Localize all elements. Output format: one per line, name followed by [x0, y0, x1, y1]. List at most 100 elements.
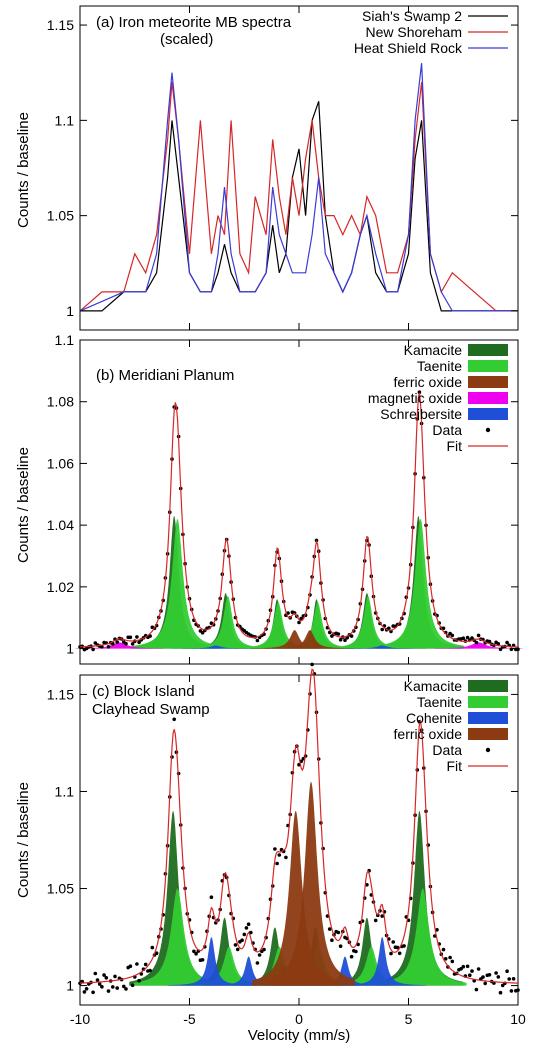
panel-c-data-point: [450, 959, 455, 964]
panel-a-legend-label: New Shoreham: [366, 24, 463, 40]
panel-b-data-point: [124, 641, 128, 646]
panel-b-legend-label: Fit: [446, 438, 462, 454]
panel-c-data-point: [233, 943, 238, 947]
panel-c-data-point: [124, 987, 128, 991]
panel-b-data-point: [91, 647, 95, 652]
panel-c-legend-swatch: [468, 728, 508, 740]
panel-b-data-point: [349, 634, 354, 638]
panel-a-legend-label: Siah's Swamp 2: [362, 8, 462, 24]
panel-b-fit-curve: [79, 392, 518, 648]
panel-b-data-point: [338, 638, 343, 642]
panel-c-data-point: [249, 930, 253, 935]
panel-c-legend-label: Kamacite: [404, 678, 463, 694]
panel-c-data-point: [104, 976, 109, 980]
panel-c-data-point: [240, 938, 244, 942]
panel-c-data-point: [330, 938, 334, 942]
panel-b-legend-swatch: [468, 408, 508, 420]
panel-b-data-point: [106, 645, 111, 649]
panel-c-data-point: [122, 984, 126, 989]
panel-b-data-point: [498, 647, 503, 652]
panel-c-data-point: [310, 662, 314, 667]
panel-c-data-point: [509, 989, 514, 993]
panel-b-data-point: [461, 636, 466, 640]
panel-b-legend-label: Data: [432, 422, 462, 438]
panel-c-data-point: [443, 957, 448, 961]
panel-b-legend-swatch: [468, 344, 508, 356]
panel-c-ytick-label: 1: [66, 978, 74, 994]
panel-c-data-point: [284, 855, 288, 860]
panel-c-data-point: [373, 918, 378, 923]
panel-a-title: (a) Iron meteorite MB spectra: [96, 14, 292, 31]
panel-c-data-point: [336, 930, 341, 935]
panel-c-legend-swatch: [468, 696, 508, 708]
panel-b-data-point: [135, 635, 139, 639]
panel-c-data-point: [507, 977, 512, 981]
panel-c-fill-cohenite: [204, 956, 293, 986]
panel-a: 1 1.05 1.1 1.15 (a) Iron meteorite MB spect…: [15, 5, 519, 331]
panel-c-data-point: [200, 958, 205, 962]
panel-b-fill-taenite: [324, 596, 412, 649]
panel-c-data-point: [391, 940, 396, 944]
panel-c-data-point: [82, 990, 87, 994]
panel-c-data-point: [244, 926, 249, 930]
series-line-heat-shield-rock: [79, 63, 518, 312]
panel-c-xtick-label: 0: [295, 1011, 303, 1027]
panel-c-fill-kamacite: [180, 917, 269, 986]
panel-c-title: (c) Block Island: [92, 683, 195, 700]
panel-c-data-point: [354, 949, 358, 954]
panel-c-data-point: [91, 990, 95, 995]
panel-c-data-point: [150, 945, 155, 950]
panel-a-yticks: 1 1.05 1.1 1.15: [47, 6, 519, 330]
panel-c-legend-label: Fit: [446, 758, 462, 774]
panel-a-ytick-label: 1.1: [55, 112, 75, 128]
panel-c: 11.051.11.15 -10 -5 0 5 10 (c) Block Island …: [15, 662, 526, 1044]
panel-c-data-point: [143, 962, 148, 967]
panel-c-fill-kamacite: [231, 927, 319, 986]
panel-c-data-point: [365, 883, 369, 887]
panel-c-data-point: [106, 989, 111, 993]
panel-a-ytick-label: 1.15: [47, 17, 74, 33]
panel-c-data-point: [242, 932, 247, 937]
panel-b-data-point: [387, 626, 391, 631]
panel-b-data-point: [441, 626, 446, 631]
panel-b-legend-label: Schreibersite: [380, 406, 462, 422]
panel-c-fill-taenite: [185, 946, 273, 986]
panel-c-legend-label: ferric oxide: [394, 726, 463, 742]
panel-c-data-point: [277, 853, 282, 857]
panel-c-legend-label: Data: [432, 742, 462, 758]
panel-c-fill-taenite: [327, 946, 416, 986]
panel-b-data-point: [496, 642, 501, 646]
panel-b-fill-taenite: [133, 519, 222, 649]
panel-c-data-point: [461, 964, 466, 969]
panel-b-data-point: [336, 632, 341, 636]
panel-c-data-point: [505, 969, 509, 973]
panel-c-legend-swatch: [485, 747, 491, 753]
panel-b-legend-label: ferric oxide: [394, 374, 463, 390]
panel-c-data-point: [209, 895, 214, 899]
panel-c-data-point: [128, 964, 133, 968]
panel-b-data-point: [299, 616, 304, 621]
panel-c-data-point: [257, 953, 262, 957]
panel-c-data-point: [474, 987, 479, 992]
panel-c-legend-swatch: [468, 680, 508, 692]
panel-b-fit-line: [79, 392, 518, 648]
panel-b-data-point: [128, 635, 133, 640]
panel-b-data-point: [487, 639, 492, 644]
panel-b-fill-schreibersite: [172, 645, 260, 649]
panel-b-data-point: [130, 642, 135, 646]
panel-c-data-point: [395, 945, 400, 950]
panel-c-fit-curve: [79, 668, 518, 984]
panel-c-fill-taenite: [378, 888, 467, 986]
panel-c-xticks: -10 -5 0 5 10: [70, 1011, 526, 1027]
panel-c-subtitle: Clayhead Swamp: [92, 701, 210, 718]
panel-b-data-point: [380, 627, 385, 632]
panel-b-ytick-label: 1.06: [47, 455, 74, 471]
panel-b-fill-ferric-oxide: [250, 630, 339, 649]
panel-c-data-point: [115, 986, 119, 990]
panel-c-xtick-label: -10: [70, 1011, 90, 1027]
panel-b-fill-magnetic-oxide: [75, 642, 164, 649]
panel-b-ytick-label: 1.02: [47, 579, 74, 595]
panel-b-data-point: [137, 640, 141, 645]
panel-c-data-point: [275, 861, 279, 866]
